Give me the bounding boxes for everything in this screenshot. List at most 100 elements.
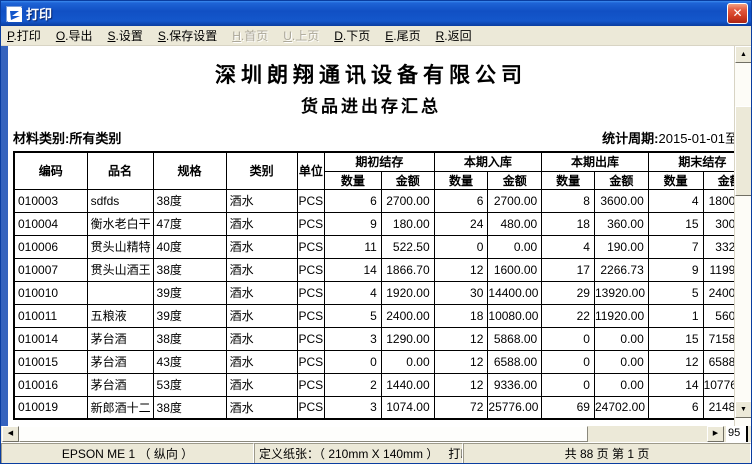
table-cell: PCS: [296, 349, 326, 374]
table-cell: PCS: [296, 372, 326, 397]
table-cell: 1920.00: [380, 280, 435, 305]
table-cell: 0: [541, 349, 595, 374]
table-cell: 酒水: [225, 372, 298, 397]
table-cell: 新郎酒十二: [86, 395, 154, 420]
table-cell: 酒水: [225, 303, 298, 328]
menu-item-next-page[interactable]: D.下页: [334, 29, 371, 43]
close-button[interactable]: ✕: [727, 3, 748, 24]
sub-header: 金额: [487, 170, 543, 190]
table-cell: 24: [433, 211, 489, 236]
menu-item-save-settings[interactable]: S.保存设置: [157, 29, 218, 43]
table-cell: 茅台酒: [86, 326, 154, 351]
table-cell: 47度: [152, 211, 227, 236]
table-cell: 190.00: [593, 234, 649, 259]
table-cell: 酒水: [225, 280, 298, 305]
menu-item-settings[interactable]: S.设置: [107, 29, 143, 43]
table-cell: 332.50: [702, 234, 734, 259]
table-cell: 酒水: [225, 257, 298, 282]
table-cell: 五粮液: [86, 303, 154, 328]
table-cell: PCS: [296, 280, 326, 305]
menu-hotkey: R: [435, 29, 445, 43]
table-cell: 0: [541, 326, 595, 351]
table-cell: 0.00: [593, 349, 649, 374]
preview-workspace: 深圳朗翔通讯设备有限公司 货品进出存汇总 材料类别:所有类别 统计周期:2015…: [1, 46, 751, 426]
group-header: 本期入库: [433, 151, 543, 172]
table-cell: 480.00: [487, 211, 543, 236]
table-cell: 5868.00: [487, 326, 543, 351]
table-cell: 12: [433, 257, 489, 282]
menu-item-last-page[interactable]: E.尾页: [385, 29, 421, 43]
table-cell: PCS: [296, 257, 326, 282]
table-cell: 40度: [152, 234, 227, 259]
table-cell: 1199.97: [702, 257, 734, 282]
horizontal-scrollbar[interactable]: ◀ ▶: [1, 426, 724, 442]
column-header: 品名: [86, 151, 154, 190]
table-cell: 25776.00: [487, 395, 543, 420]
sub-header: 金额: [380, 170, 435, 190]
table-cell: 38度: [152, 188, 227, 213]
menu-item-prev-page: U.上页: [283, 29, 320, 43]
vertical-scrollbar[interactable]: ▲ ▼: [734, 46, 751, 426]
page-count-panel: 共 88 页 第 1 页: [463, 443, 751, 463]
table-row: 010004 衡水老白干 47度 酒水 PCS 9 180.00 24 480.00 18 360.…: [13, 211, 734, 236]
table-cell: 53度: [152, 372, 227, 397]
table-row: 010003 sdfds 38度 酒水 PCS 6 2700.00 6 2700.00 8 3600…: [13, 188, 734, 213]
sub-header: 数量: [433, 170, 489, 190]
table-cell: 1290.00: [380, 326, 435, 351]
table-cell: 1440.00: [380, 372, 435, 397]
printer-status-panel: EPSON ME 1 （ 纵向 ）: [1, 443, 254, 463]
table-cell: 9336.00: [487, 372, 543, 397]
scroll-up-icon[interactable]: ▲: [735, 46, 751, 63]
menu-item-export[interactable]: O.导出: [55, 29, 93, 43]
horizontal-scroll-thumb[interactable]: [19, 426, 588, 442]
table-cell: 010007: [13, 257, 88, 282]
table-cell: 10776.00: [702, 372, 734, 397]
table-cell: 010003: [13, 188, 88, 213]
table-cell: 4: [541, 234, 595, 259]
table-cell: 522.50: [380, 234, 435, 259]
table-cell: 衡水老白干: [86, 211, 154, 236]
printer-name: EPSON ME 1 （ 纵向 ）: [61, 447, 194, 461]
table-cell: 4: [324, 280, 382, 305]
table-cell: 010014: [13, 326, 88, 351]
scroll-down-icon[interactable]: ▼: [735, 401, 751, 418]
period-value: 2015-01-01至: [658, 131, 735, 146]
table-cell: sdfds: [86, 188, 154, 213]
table-cell: 2148.00: [702, 395, 734, 420]
table-cell: PCS: [296, 188, 326, 213]
table-cell: 0: [433, 234, 489, 259]
table-body: 010003 sdfds 38度 酒水 PCS 6 2700.00 6 2700.00 8 3600…: [13, 188, 734, 420]
menu-item-return[interactable]: R.返回: [435, 29, 472, 43]
table-cell: 38度: [152, 257, 227, 282]
menu-item-print[interactable]: P.打印: [7, 29, 41, 43]
table-cell: 0.00: [593, 372, 649, 397]
table-cell: 茅台酒: [86, 349, 154, 374]
table-cell: 010006: [13, 234, 88, 259]
sub-header: 数量: [541, 170, 595, 190]
table-cell: 72: [433, 395, 489, 420]
table-cell: 39度: [152, 280, 227, 305]
table-cell: 4: [647, 188, 704, 213]
scroll-right-icon[interactable]: ▶: [707, 426, 724, 442]
table-cell: 1: [647, 303, 704, 328]
table-cell: 6: [324, 188, 382, 213]
table-row: 010007 贯头山酒王 38度 酒水 PCS 14 1866.70 12 1600.00 17 2…: [13, 257, 734, 282]
table-row: 010014 茅台酒 38度 酒水 PCS 3 1290.00 12 5868.00 0 0.00 1…: [13, 326, 734, 351]
vertical-scroll-thumb[interactable]: [735, 106, 751, 196]
table-cell: 010015: [13, 349, 88, 374]
table-cell: [86, 280, 154, 305]
table-row: 010011 五粮液 39度 酒水 PCS 5 2400.00 18 10080.00 22 119…: [13, 303, 734, 328]
statistics-period: 统计周期:2015-01-01至: [602, 128, 734, 147]
page-count: 共 88 页 第 1 页: [564, 447, 650, 461]
table-cell: 010010: [13, 280, 88, 305]
table-row: 010016 茅台酒 53度 酒水 PCS 2 1440.00 12 9336.00 0 0.00 1…: [13, 372, 734, 397]
table-cell: 22: [541, 303, 595, 328]
print-preview-icon: [6, 5, 22, 22]
table-cell: 1600.00: [487, 257, 543, 282]
table-cell: 6588.00: [487, 349, 543, 374]
table-cell: PCS: [296, 211, 326, 236]
table-cell: 12: [647, 349, 704, 374]
scroll-left-icon[interactable]: ◀: [2, 426, 19, 442]
table-cell: 3: [324, 395, 382, 420]
